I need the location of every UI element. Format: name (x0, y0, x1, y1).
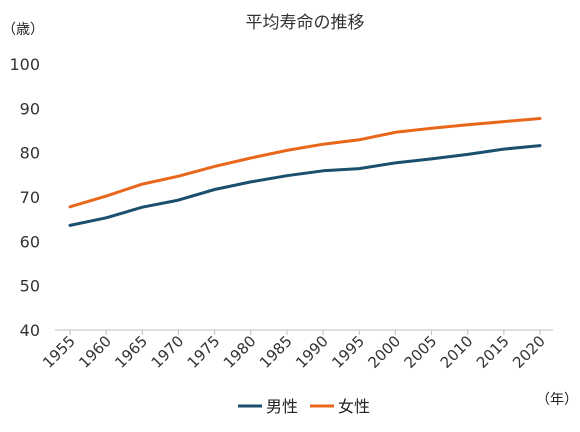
x-tick-label: 2010 (437, 332, 477, 372)
y-axis-label: （歳） (2, 22, 44, 38)
series-line-female (68, 117, 542, 209)
x-tick-label: 2015 (473, 332, 513, 372)
y-tick-label: 80 (20, 144, 40, 163)
x-tick-label: 1955 (39, 332, 79, 372)
y-tick-label: 60 (20, 232, 40, 251)
legend-label: 女性 (338, 397, 370, 416)
y-tick-label: 90 (20, 99, 40, 118)
y-tick-label: 50 (20, 277, 40, 296)
x-tick-label: 1980 (220, 332, 260, 372)
series-line-male (68, 144, 542, 227)
x-tick-label: 1985 (256, 332, 296, 372)
x-tick-label: 1970 (148, 332, 188, 372)
x-tick-label: 1960 (75, 332, 115, 372)
y-tick-label: 70 (20, 188, 40, 207)
x-tick-label: 1975 (184, 332, 224, 372)
y-tick-label: 40 (20, 321, 40, 340)
x-tick-label: 2020 (509, 332, 549, 372)
legend-label: 男性 (266, 397, 298, 416)
x-tick-label: 2005 (401, 332, 441, 372)
x-tick-label: 1965 (111, 332, 151, 372)
x-tick-label: 1995 (328, 332, 368, 372)
x-axis-label: （年） (536, 392, 578, 408)
chart-title: 平均寿命の推移 (246, 13, 365, 33)
x-tick-label: 2000 (364, 332, 404, 372)
y-tick-label: 100 (9, 55, 40, 74)
x-tick-label: 1990 (292, 332, 332, 372)
legend: 男性 女性 (238, 397, 370, 416)
